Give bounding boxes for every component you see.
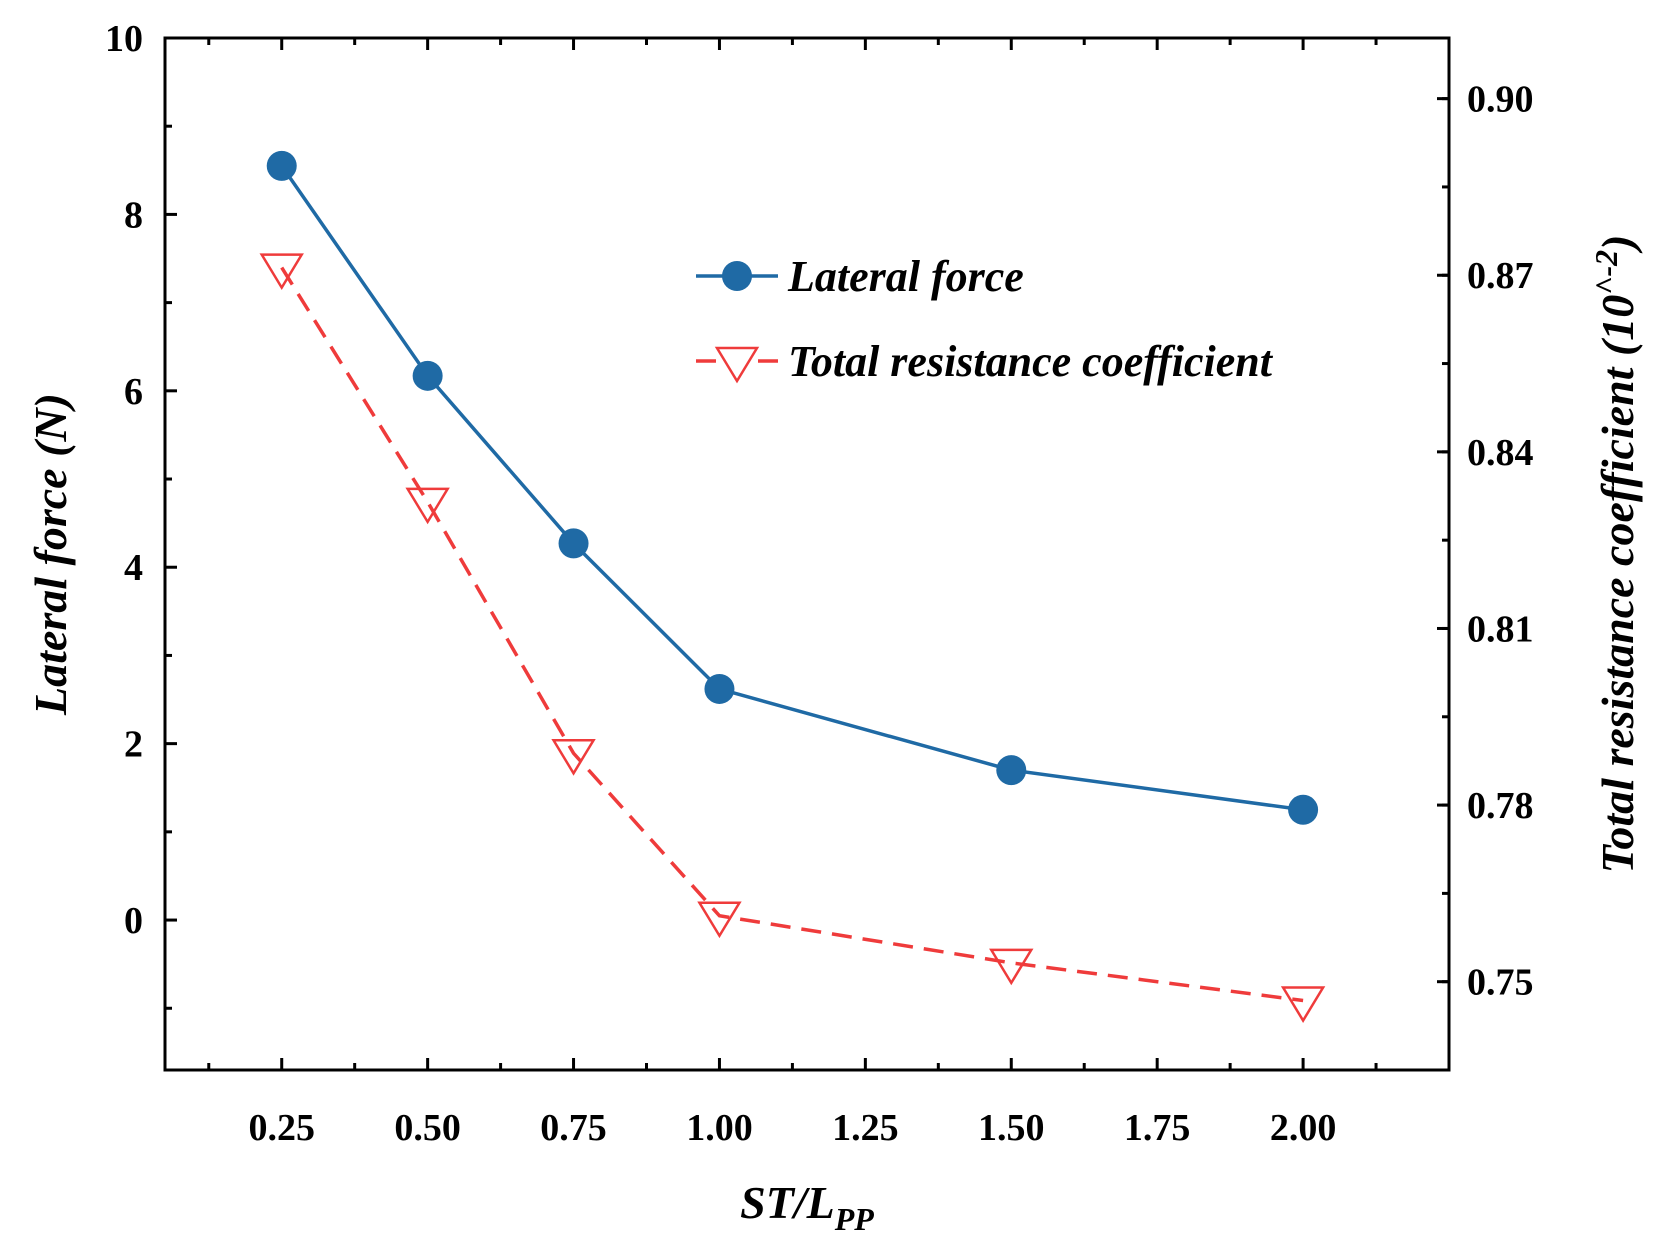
right-y-tick-label: 0.84	[1467, 432, 1534, 474]
lateral-force-point	[704, 673, 735, 704]
right-y-tick-label: 0.78	[1467, 785, 1534, 827]
total-resistance-line	[280, 266, 1304, 1003]
x-tick-label: 1.00	[686, 1107, 753, 1149]
x-axis-title-subscript: PP	[834, 1201, 875, 1237]
legend-marker-total-resistance	[714, 346, 760, 384]
left-y-tick-label: 0	[124, 900, 143, 942]
x-tick-label: 1.25	[832, 1107, 899, 1149]
total-resistance-point	[551, 739, 596, 776]
legend-label-total-resistance: Total resistance coefficient	[788, 337, 1274, 386]
lateral-force-point	[412, 360, 443, 391]
plot-frame	[163, 36, 1451, 1072]
x-axis-ticks: 0.25 0.50 0.75 1.00 1.25 1.50 1.75 2.00	[207, 38, 1378, 1149]
x-tick-label: 0.25	[248, 1107, 315, 1149]
total-resistance-point	[989, 948, 1034, 986]
lateral-force-point	[266, 150, 297, 181]
left-y-tick-label: 2	[124, 724, 143, 766]
total-resistance-point	[259, 253, 304, 291]
right-y-tick-label: 0.87	[1467, 255, 1534, 297]
right-y-tick-label: 0.81	[1467, 608, 1534, 650]
x-tick-label: 2.00	[1270, 1107, 1337, 1149]
total-resistance-point	[697, 901, 742, 939]
right-y-axis-title-superscript: ^-2	[1588, 250, 1624, 295]
right-y-axis-ticks: 0.75 0.78 0.81 0.84 0.87 0.90	[1437, 79, 1534, 1004]
legend-marker-lateral-force	[722, 261, 752, 291]
x-tick-label: 1.50	[978, 1107, 1045, 1149]
left-y-tick-label: 4	[124, 547, 143, 589]
left-y-tick-label: 6	[124, 371, 143, 413]
left-y-tick-label: 10	[105, 18, 143, 60]
total-resistance-point	[405, 487, 450, 525]
lateral-force-line	[280, 164, 1304, 812]
x-axis-title-main: ST/L	[740, 1177, 835, 1228]
left-y-axis-ticks: 0 2 4 6 8 10	[105, 18, 177, 1010]
left-y-tick-label: 8	[124, 194, 143, 236]
lateral-force-point	[1288, 794, 1319, 825]
legend: Lateral force Total resistance coefficie…	[696, 252, 1274, 386]
right-y-tick-label: 0.75	[1467, 962, 1534, 1004]
left-y-axis-title: Lateral force (N)	[25, 393, 76, 716]
x-tick-label: 1.75	[1124, 1107, 1191, 1149]
series-layer	[259, 150, 1326, 1023]
right-y-tick-label: 0.90	[1467, 79, 1534, 121]
x-tick-label: 0.75	[540, 1107, 607, 1149]
lateral-force-point	[558, 528, 589, 559]
right-y-axis-title-end: )	[1592, 235, 1643, 254]
total-resistance-point	[1280, 986, 1326, 1023]
lateral-force-point	[996, 755, 1027, 786]
right-y-axis-title: Total resistance coefficient (10^-2)	[1588, 235, 1643, 874]
x-tick-label: 0.50	[394, 1107, 461, 1149]
x-axis-title: ST/LPP	[740, 1177, 874, 1237]
right-y-axis-title-main: Total resistance coefficient (10	[1592, 295, 1643, 874]
legend-label-lateral-force: Lateral force	[787, 252, 1024, 301]
